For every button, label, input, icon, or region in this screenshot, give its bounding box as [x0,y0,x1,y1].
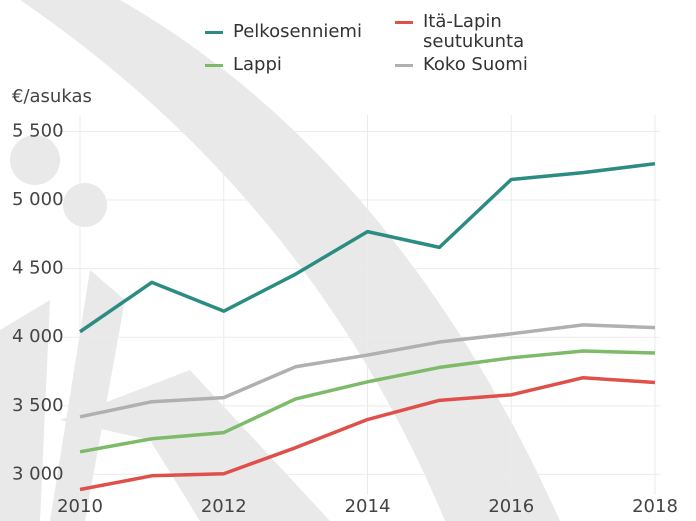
legend-label: Koko Suomi [423,55,528,75]
legend-item: Koko Suomi [395,55,528,75]
y-tick-label: 5 000 [12,189,64,210]
legend-swatch [205,64,223,67]
x-tick-label: 2018 [632,496,678,517]
chart-page: €/asukas 3 000 3 500 4 000 4 500 5 000 5 500 2… [0,0,696,521]
x-tick-label: 2016 [488,496,534,517]
x-tick-label: 2014 [345,496,391,517]
legend-swatch [205,31,223,34]
x-tick-label: 2012 [201,496,247,517]
legend-swatch [395,64,413,67]
x-tick-label: 2010 [57,496,103,517]
y-tick-label: 3 000 [12,463,64,484]
y-tick-label: 5 500 [12,120,64,141]
legend-label: Itä-Lapin seutukunta [423,12,563,52]
y-tick-label: 3 500 [12,395,64,416]
legend-label: Pelkosenniemi [233,22,362,42]
y-tick-label: 4 000 [12,326,64,347]
y-axis-label: €/asukas [12,86,92,107]
chart: €/asukas 3 000 3 500 4 000 4 500 5 000 5 500 2… [0,0,696,521]
legend-item: Pelkosenniemi [205,22,362,42]
legend-label: Lappi [233,55,282,75]
y-tick-label: 4 500 [12,258,64,279]
legend-item: Itä-Lapin seutukunta [395,12,563,52]
legend-swatch [395,21,413,24]
legend-item: Lappi [205,55,282,75]
watermark [0,0,560,521]
